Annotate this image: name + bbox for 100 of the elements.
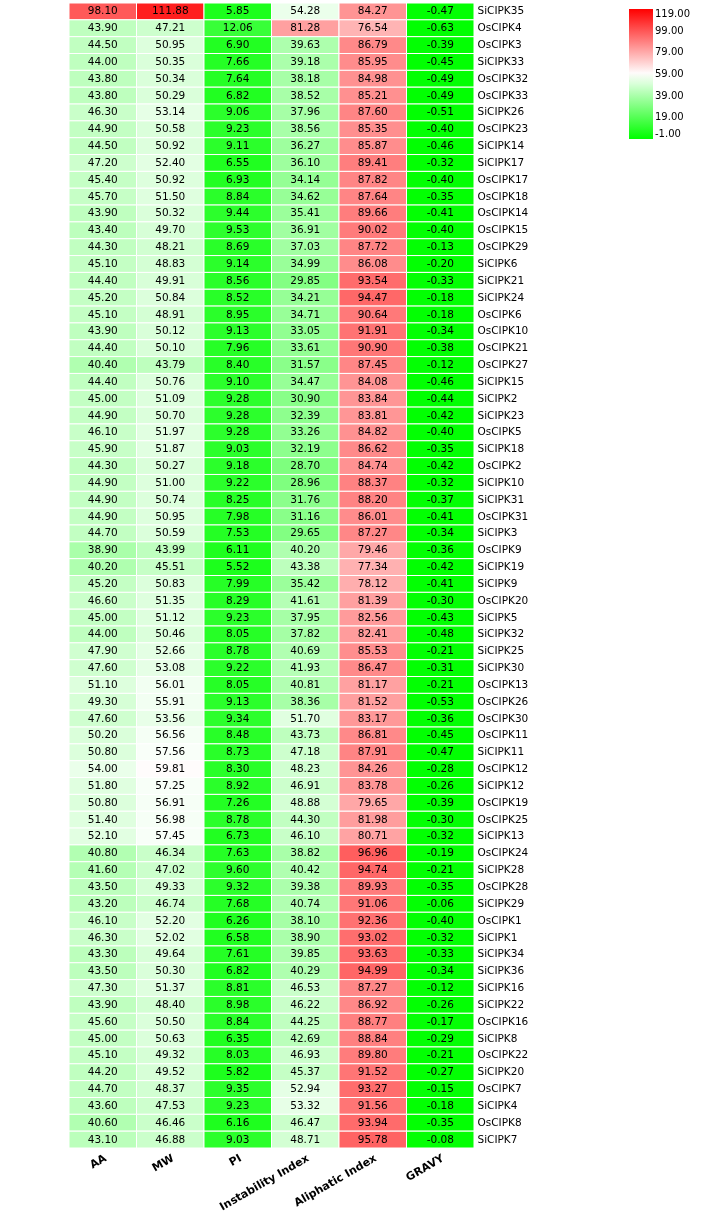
data-label: 91.91 xyxy=(357,324,388,337)
data-label: 52.02 xyxy=(155,930,186,943)
data-label: 46.10 xyxy=(87,425,118,438)
data-label: 90.64 xyxy=(357,307,389,320)
data-label: 40.20 xyxy=(290,543,321,556)
data-label: 84.27 xyxy=(357,4,388,17)
y-tick-label: OsCIPK21 xyxy=(477,341,529,354)
data-label: 88.84 xyxy=(357,1031,389,1044)
data-label: 44.40 xyxy=(87,273,118,286)
data-label: 45.60 xyxy=(87,1014,118,1027)
data-label: 49.70 xyxy=(155,223,186,236)
data-label: -0.40 xyxy=(426,223,454,236)
data-label: 43.20 xyxy=(87,896,118,909)
data-label: 43.80 xyxy=(87,88,118,101)
data-label: 46.47 xyxy=(290,1115,321,1128)
data-label: 9.10 xyxy=(226,374,250,387)
data-label: 51.10 xyxy=(87,677,118,690)
data-label: 48.71 xyxy=(290,1132,321,1145)
data-label: 38.82 xyxy=(290,846,321,859)
data-label: 86.47 xyxy=(357,661,388,674)
data-label: 54.28 xyxy=(290,4,321,17)
data-label: 37.95 xyxy=(290,610,321,623)
data-label: 47.21 xyxy=(155,21,186,34)
data-label: 9.23 xyxy=(226,1098,250,1111)
data-label: 50.92 xyxy=(155,172,186,185)
data-label: 8.52 xyxy=(226,290,250,303)
y-tick-label: SiCIPK26 xyxy=(477,105,525,118)
data-label: 45.10 xyxy=(87,256,118,269)
y-tick-label: OsCIPK27 xyxy=(477,358,529,371)
data-label: 59.81 xyxy=(155,762,186,775)
data-label: 43.90 xyxy=(87,997,118,1010)
data-label: 43.50 xyxy=(87,964,118,977)
data-label: 46.93 xyxy=(290,1048,321,1061)
data-label: 44.30 xyxy=(290,812,321,825)
data-label: 9.28 xyxy=(226,391,250,404)
data-label: 50.29 xyxy=(155,88,186,101)
data-label: -0.32 xyxy=(426,475,454,488)
data-label: 91.52 xyxy=(357,1065,388,1078)
y-tick-label: SiCIPK35 xyxy=(477,4,525,17)
data-label: -0.33 xyxy=(426,273,454,286)
data-label: 87.27 xyxy=(357,526,388,539)
data-label: 51.00 xyxy=(155,475,186,488)
data-label: 38.90 xyxy=(290,930,321,943)
data-label: 31.76 xyxy=(290,492,321,505)
data-label: 35.42 xyxy=(290,576,321,589)
y-tick-label: SiCIPK6 xyxy=(477,256,518,269)
data-label: 47.53 xyxy=(155,1098,186,1111)
y-tick-label: OsCIPK23 xyxy=(477,122,529,135)
data-label: 28.96 xyxy=(290,475,321,488)
data-label: 40.74 xyxy=(290,896,321,909)
y-tick-label: OsCIPK31 xyxy=(477,509,529,522)
y-tick-label: OsCIPK28 xyxy=(477,880,529,893)
data-label: 9.28 xyxy=(226,408,250,421)
data-label: 47.90 xyxy=(87,644,118,657)
data-label: 8.05 xyxy=(226,677,250,690)
y-tick-label: SiCIPK30 xyxy=(477,661,525,674)
y-tick-label: SiCIPK34 xyxy=(477,947,525,960)
data-label: 82.56 xyxy=(357,610,389,623)
data-label: 50.74 xyxy=(155,492,186,505)
data-label: 57.45 xyxy=(155,829,186,842)
data-label: 50.58 xyxy=(155,122,186,135)
data-label: 43.40 xyxy=(87,223,118,236)
color-bar-label: 119.00 xyxy=(655,8,690,19)
data-label: 38.90 xyxy=(87,543,118,556)
data-label: 79.65 xyxy=(357,795,388,808)
data-label: -0.44 xyxy=(426,391,455,404)
data-label: 8.48 xyxy=(226,728,250,741)
data-label: -0.13 xyxy=(426,240,454,253)
y-tick-label: OsCIPK24 xyxy=(477,846,529,859)
data-label: 82.41 xyxy=(357,627,388,640)
data-label: 56.01 xyxy=(155,677,186,690)
data-label: 51.80 xyxy=(87,778,118,791)
data-label: 46.22 xyxy=(290,997,321,1010)
data-label: 8.78 xyxy=(226,812,250,825)
data-label: 89.80 xyxy=(357,1048,388,1061)
data-label: 47.60 xyxy=(87,711,118,724)
y-tick-label: OsCIPK7 xyxy=(477,1082,522,1095)
data-label: -0.35 xyxy=(426,1115,454,1128)
data-label: 85.95 xyxy=(357,54,388,67)
data-label: 53.56 xyxy=(155,711,186,724)
data-label: 48.83 xyxy=(155,256,186,269)
data-label: 43.90 xyxy=(87,324,118,337)
data-label: 7.26 xyxy=(226,795,250,808)
data-label: -0.42 xyxy=(426,560,454,573)
data-label: 47.30 xyxy=(87,981,118,994)
data-label: 89.41 xyxy=(357,155,388,168)
data-label: -0.32 xyxy=(426,155,454,168)
data-label: 29.85 xyxy=(290,273,321,286)
data-label: 93.27 xyxy=(357,1082,388,1095)
data-label: 5.82 xyxy=(226,1065,250,1078)
data-label: 50.12 xyxy=(155,324,186,337)
data-label: 44.90 xyxy=(87,475,118,488)
data-label: 44.50 xyxy=(87,139,118,152)
y-tick-label: OsCIPK10 xyxy=(477,324,529,337)
data-label: -0.21 xyxy=(426,1048,454,1061)
data-label: -0.34 xyxy=(426,964,455,977)
data-label: 45.40 xyxy=(87,172,118,185)
data-label: -0.18 xyxy=(426,1098,454,1111)
data-label: 45.00 xyxy=(87,610,118,623)
data-label: 49.33 xyxy=(155,880,186,893)
